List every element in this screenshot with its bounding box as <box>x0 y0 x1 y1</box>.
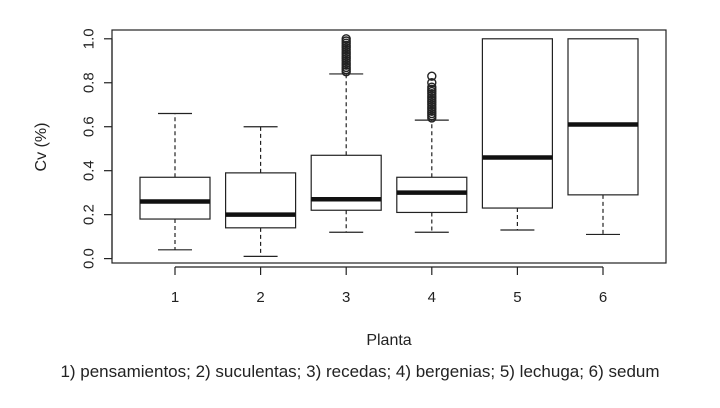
y-tick-label: 1.0 <box>80 28 97 49</box>
y-axis-label: Cv (%) <box>33 123 50 172</box>
outlier-point <box>427 78 437 88</box>
box-4 <box>396 71 468 233</box>
x-tick-label: 6 <box>599 289 607 306</box>
y-axis: 0.0 0.2 0.4 0.6 0.8 1.0 <box>80 28 113 269</box>
box-1 <box>139 112 211 251</box>
x-tick-label: 2 <box>256 289 264 306</box>
outlier-point <box>427 71 437 81</box>
x-axis: 1 2 3 4 5 6 <box>171 266 607 306</box>
boxplot-chart: 0.0 0.2 0.4 0.6 0.8 1.0 1 2 3 4 5 6 Cv (%) Planta <box>33 28 667 349</box>
x-tick-label: 5 <box>513 289 521 306</box>
outlier-point <box>427 82 437 92</box>
iqr-box <box>225 172 297 229</box>
box-3 <box>310 34 382 233</box>
iqr-box <box>139 176 211 220</box>
y-tick-label: 0.2 <box>80 204 97 225</box>
iqr-box <box>310 154 382 211</box>
x-axis-label: Planta <box>366 332 411 349</box>
iqr-box <box>481 38 553 209</box>
box-6 <box>567 38 639 236</box>
x-tick-label: 1 <box>171 289 179 306</box>
boxes-group <box>139 34 639 258</box>
iqr-box <box>567 38 639 196</box>
y-tick-label: 0.6 <box>80 116 97 137</box>
x-tick-label: 4 <box>428 289 436 306</box>
y-tick-label: 0.4 <box>80 160 97 181</box>
y-tick-label: 0.8 <box>80 72 97 93</box>
x-tick-label: 3 <box>342 289 350 306</box>
box-2 <box>225 126 297 258</box>
outlier-point <box>341 34 351 44</box>
y-tick-label: 0.0 <box>80 248 97 269</box>
figure-caption: 1) pensamientos; 2) suculentas; 3) reced… <box>60 362 660 381</box>
box-5 <box>481 38 553 231</box>
